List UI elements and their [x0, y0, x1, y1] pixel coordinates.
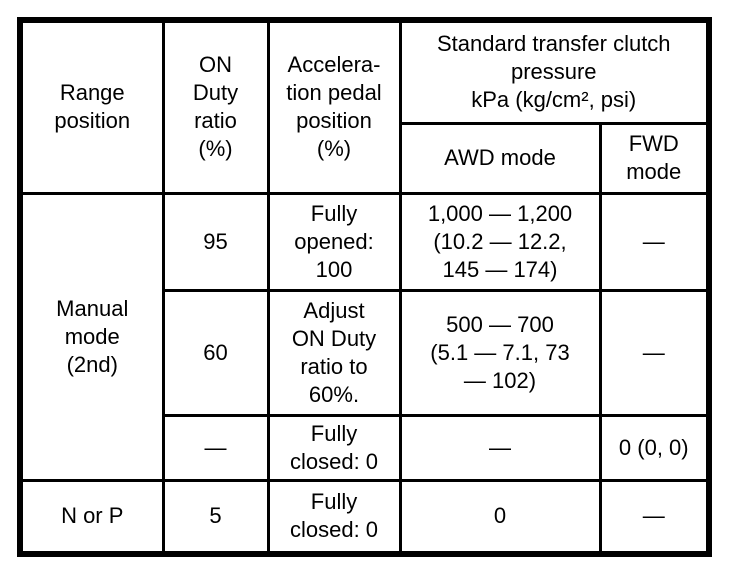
cell-awd-pressure-high: 1,000 — 1,200 (10.2 — 12.2, 145 — 174) — [398, 191, 602, 292]
cell-duty-dash: — — [161, 413, 270, 482]
header-row-top: Range position ON Duty ratio (%) Acceler… — [18, 18, 711, 195]
header-range-position: Range position — [18, 18, 165, 195]
table-row: 60 Adjust ON Duty ratio to 60%. 500 — 70… — [20, 288, 711, 417]
header-awd-mode: AWD mode — [398, 121, 602, 195]
cell-awd-dash: — — [398, 413, 602, 482]
cell-duty-60: 60 — [161, 288, 270, 417]
cell-pedal-fully-closed: Fully closed: 0 — [266, 478, 402, 556]
cell-fwd-zero: 0 (0, 0) — [598, 413, 711, 482]
cell-range-n-or-p: N or P — [18, 478, 165, 556]
header-accel-pedal-position: Accelera- tion pedal position (%) — [266, 18, 402, 195]
cell-pedal-fully-closed: Fully closed: 0 — [266, 413, 402, 482]
table-row: Manual mode (2nd) 95 Fully opened: 100 1… — [18, 191, 711, 482]
cell-fwd-dash: — — [598, 478, 711, 556]
cell-pedal-adjust-duty: Adjust ON Duty ratio to 60%. — [266, 288, 402, 417]
transfer-clutch-pressure-table: Range position ON Duty ratio (%) Acceler… — [17, 17, 713, 557]
header-on-duty-ratio: ON Duty ratio (%) — [161, 18, 270, 195]
header-fwd-mode: FWD mode — [598, 121, 711, 195]
table-row: — Fully closed: 0 — 0 (0, 0) — [20, 413, 711, 482]
cell-awd-zero: 0 — [398, 478, 602, 556]
table-row: N or P 5 Fully closed: 0 0 — — [18, 478, 711, 556]
header-row-modes: AWD mode FWD mode — [20, 121, 711, 195]
cell-fwd-dash: — — [598, 191, 711, 292]
cell-fwd-dash: — — [598, 288, 711, 417]
cell-duty-95: 95 — [161, 191, 270, 292]
cell-duty-5: 5 — [161, 478, 270, 556]
cell-awd-pressure-mid: 500 — 700 (5.1 — 7.1, 73 — 102) — [398, 288, 602, 417]
cell-range-manual-mode: Manual mode (2nd) — [18, 191, 165, 482]
header-pressure-group: Standard transfer clutch pressure kPa (k… — [398, 18, 711, 125]
cell-pedal-fully-opened: Fully opened: 100 — [266, 191, 402, 292]
